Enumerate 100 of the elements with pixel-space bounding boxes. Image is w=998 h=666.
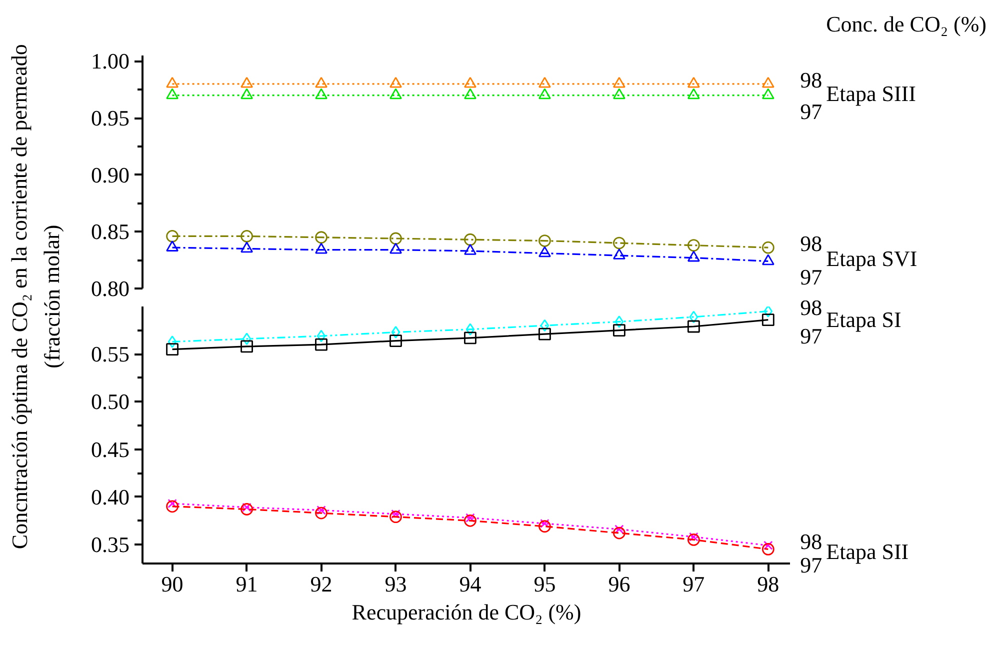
point <box>612 248 626 260</box>
point <box>240 76 253 88</box>
series-label: 98 <box>800 294 822 320</box>
point <box>240 242 253 253</box>
point <box>390 242 402 254</box>
x-tick-label: 90 <box>161 572 184 596</box>
point <box>762 88 774 100</box>
point <box>612 236 626 250</box>
point <box>390 334 402 347</box>
series-label: 98 <box>800 231 822 256</box>
y-axis-title: Concntración óptima de CO₂ en la corriente de permeado (fracción molar) <box>6 44 64 550</box>
point <box>538 76 551 88</box>
point <box>315 76 328 88</box>
text: Etapa SVI <box>826 246 918 271</box>
point <box>538 328 551 340</box>
point <box>762 254 774 266</box>
point <box>166 240 178 252</box>
point <box>240 503 253 516</box>
point <box>391 509 400 519</box>
point <box>315 88 328 100</box>
point <box>315 506 328 520</box>
x-axis-title: Recuperación de CO₂ (%) <box>352 600 582 624</box>
y-tick-label: 0.50 <box>91 389 130 414</box>
point <box>687 239 700 252</box>
point <box>538 246 551 258</box>
y-tick-label: 0.45 <box>91 436 130 462</box>
point <box>687 320 700 333</box>
y-tick-label: 0.35 <box>91 532 130 557</box>
point <box>464 244 476 255</box>
point <box>166 88 178 100</box>
series-label: 97 <box>800 98 822 124</box>
point <box>612 526 626 540</box>
series-label: 98 <box>800 528 822 554</box>
point <box>614 316 624 328</box>
point <box>166 500 178 513</box>
y-tick-label: 0.40 <box>91 484 130 510</box>
x-tick-label: 98 <box>757 572 780 596</box>
x-tick-label: 94 <box>459 572 482 596</box>
text: Conc. de CO₂ (%) <box>826 12 987 36</box>
point <box>612 324 626 336</box>
x-tick-label: 95 <box>534 572 556 596</box>
point <box>166 230 178 242</box>
point <box>762 314 774 326</box>
series-label: 97 <box>800 264 822 290</box>
point <box>464 233 476 246</box>
point <box>687 250 700 262</box>
point <box>464 76 476 88</box>
point <box>240 340 253 353</box>
y-tick-label: 0.80 <box>91 276 130 301</box>
y-tick-label: 0.85 <box>91 219 130 244</box>
x-tick-label: 97 <box>682 572 705 596</box>
point <box>540 319 550 332</box>
point <box>538 234 551 247</box>
point <box>540 518 550 528</box>
point <box>240 88 253 100</box>
point <box>464 514 476 527</box>
point <box>166 76 178 88</box>
point <box>242 502 252 512</box>
point <box>464 88 476 100</box>
point <box>762 241 774 254</box>
point <box>315 338 328 351</box>
point <box>240 230 253 242</box>
series-label: 97 <box>800 552 822 578</box>
text: Etapa SII <box>826 538 909 564</box>
point <box>390 510 402 524</box>
y-tick-label: 0.55 <box>91 342 130 367</box>
y-tick-label: 1.00 <box>91 48 130 74</box>
point <box>168 498 177 508</box>
point <box>538 520 551 533</box>
x-tick-label: 92 <box>310 572 332 596</box>
x-tick-label: 91 <box>236 572 258 596</box>
point <box>466 513 475 522</box>
text: Etapa SI <box>826 307 902 332</box>
point <box>390 76 402 88</box>
point <box>316 330 326 342</box>
point <box>242 332 252 346</box>
point <box>390 232 402 245</box>
point <box>464 332 476 344</box>
point <box>687 76 700 88</box>
point <box>391 326 400 338</box>
x-tick-label: 96 <box>608 572 630 596</box>
point <box>390 88 402 100</box>
text: Etapa SIII <box>826 81 916 106</box>
point <box>166 343 178 356</box>
point <box>466 323 475 336</box>
point <box>538 88 551 100</box>
series-label: 98 <box>800 67 822 92</box>
point <box>689 310 698 324</box>
point <box>168 336 177 348</box>
series-label: 97 <box>800 323 822 348</box>
point <box>762 543 774 556</box>
y-tick-label: 0.90 <box>91 162 130 188</box>
point <box>687 88 700 100</box>
point <box>315 231 328 244</box>
point <box>764 306 773 318</box>
x-tick-label: 93 <box>384 572 407 596</box>
point <box>315 242 328 254</box>
y-tick-label: 0.95 <box>91 106 130 131</box>
point <box>764 540 773 550</box>
point <box>687 534 700 546</box>
